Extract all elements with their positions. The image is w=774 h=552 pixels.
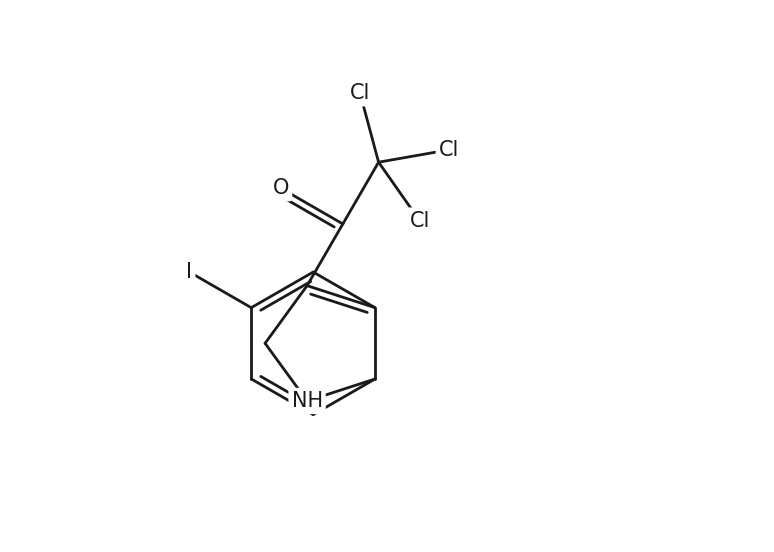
Text: I: I xyxy=(187,262,193,282)
Text: O: O xyxy=(272,178,289,198)
Text: Cl: Cl xyxy=(350,83,370,103)
Text: Cl: Cl xyxy=(439,140,459,160)
Text: NH: NH xyxy=(292,391,323,411)
Text: Cl: Cl xyxy=(409,210,430,231)
